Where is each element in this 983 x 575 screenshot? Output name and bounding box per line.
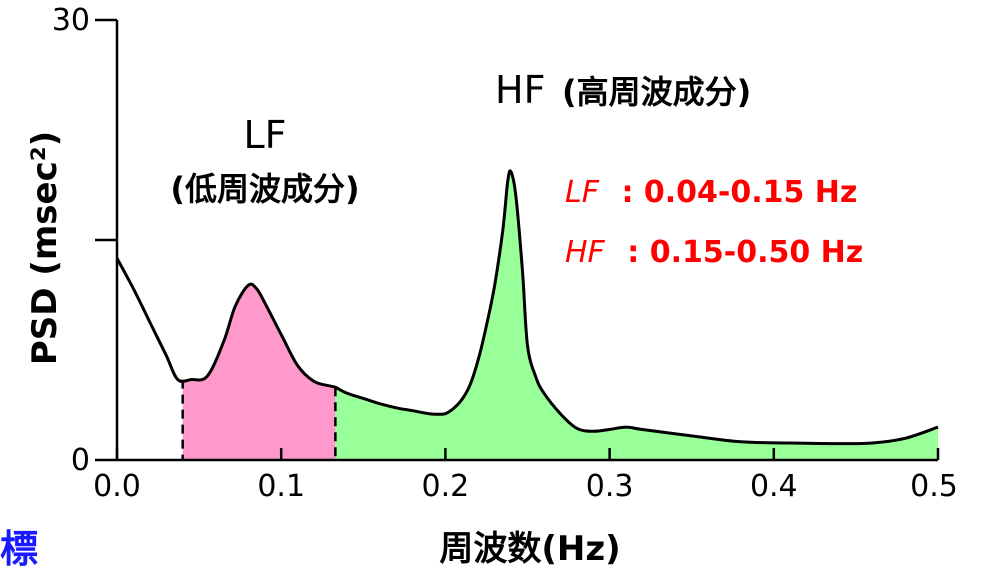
x-tick-label: 0.1 [257, 469, 305, 504]
x-tick-label: 0.3 [586, 469, 634, 504]
x-tick-label: 0.0 [93, 469, 141, 504]
x-tick-label: 0.5 [910, 469, 958, 504]
legend-lf-range: : 0.04-0.15 Hz [621, 175, 857, 210]
psd-curve [115, 169, 939, 446]
legend-lf: LF : 0.04-0.15 Hz [565, 175, 857, 210]
y-axis-ticks [95, 18, 117, 462]
lf-sub-label: (低周波成分) [170, 170, 359, 208]
lf-label: LF [243, 113, 286, 157]
x-axis-title: 周波数(Hz) [439, 529, 620, 569]
hf-sub-label: (高周波成分) [562, 73, 751, 111]
legend-lf-key: LF [565, 175, 600, 210]
y-tick-label-min: 0 [71, 443, 90, 478]
y-tick-label-max: 30 [52, 3, 90, 38]
corner-text: 標 [0, 527, 38, 571]
hf-label: HF [495, 68, 545, 112]
x-tick-label: 0.4 [750, 469, 798, 504]
legend-hf: HF : 0.15-0.50 Hz [565, 235, 863, 270]
lf-band-area [182, 284, 336, 460]
legend-hf-range: : 0.15-0.50 Hz [627, 235, 863, 270]
x-tick-label: 0.2 [422, 469, 470, 504]
y-axis-title: PSD (msec²) [25, 131, 65, 365]
x-axis-ticks [115, 448, 940, 460]
legend-hf-key: HF [565, 235, 606, 270]
hf-band-area [335, 170, 938, 460]
